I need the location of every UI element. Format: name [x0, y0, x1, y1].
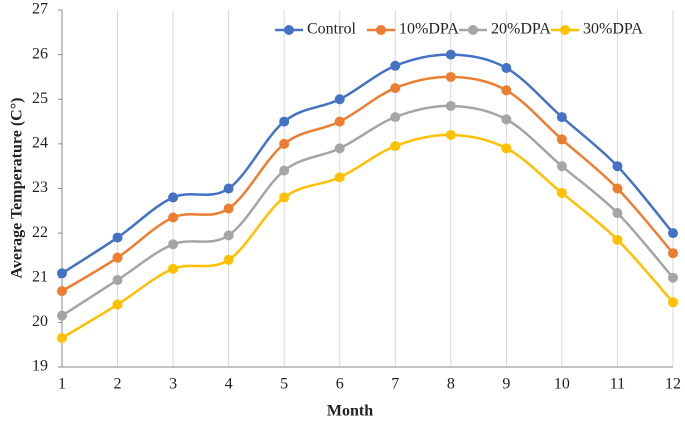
x-tick-label: 3	[169, 376, 177, 393]
point	[334, 172, 345, 183]
point	[112, 232, 123, 243]
point	[556, 134, 567, 145]
point	[57, 310, 67, 321]
point	[168, 239, 179, 250]
point	[668, 228, 678, 239]
x-tick-label: 2	[114, 376, 122, 393]
point	[279, 192, 290, 203]
point	[501, 114, 512, 125]
point	[168, 212, 179, 223]
point	[112, 299, 123, 310]
point	[556, 112, 567, 123]
legend-marker	[468, 25, 478, 35]
point	[668, 297, 678, 308]
point	[390, 141, 401, 152]
y-tick-label: 27	[32, 1, 48, 18]
point	[57, 268, 67, 279]
x-tick-label: 6	[336, 376, 344, 393]
x-tick-label: 1	[58, 376, 66, 393]
legend-label: 20%DPA	[491, 21, 551, 38]
point	[279, 116, 290, 127]
point	[223, 183, 234, 194]
point	[445, 71, 456, 82]
y-tick-label: 22	[32, 224, 48, 241]
point	[223, 254, 234, 265]
x-tick-label: 12	[665, 376, 681, 393]
series-line	[61, 133, 674, 340]
point	[390, 83, 401, 94]
y-tick-label: 26	[32, 45, 48, 62]
point	[334, 94, 345, 105]
legend-marker	[560, 25, 570, 35]
point	[223, 203, 234, 214]
y-tick-label: 25	[32, 90, 48, 107]
y-tick-label: 21	[32, 268, 48, 285]
point	[223, 230, 234, 241]
point	[612, 208, 623, 219]
point	[445, 129, 456, 140]
legend-label: 10%DPA	[399, 21, 459, 38]
y-tick-label: 19	[32, 358, 48, 375]
x-tick-label: 11	[610, 376, 625, 393]
point	[668, 248, 678, 259]
legend-label: Control	[307, 21, 356, 38]
point	[612, 183, 623, 194]
y-axis-label: Average Temperature (C°)	[9, 98, 26, 279]
point	[668, 272, 678, 283]
x-tick-label: 4	[225, 376, 233, 393]
point	[501, 143, 512, 154]
x-tick-label: 5	[280, 376, 288, 393]
x-tick-label: 10	[554, 376, 570, 393]
point	[112, 274, 123, 285]
point	[501, 85, 512, 96]
series-line	[61, 104, 674, 317]
legend-label: 30%DPA	[583, 21, 643, 38]
y-tick-label: 20	[32, 313, 48, 330]
point	[556, 187, 567, 198]
x-tick-label: 7	[391, 376, 399, 393]
point	[334, 116, 345, 127]
point	[57, 286, 67, 297]
legend-marker	[376, 25, 386, 35]
point	[445, 49, 456, 60]
point	[279, 165, 290, 176]
x-axis-label: Month	[327, 403, 373, 420]
point	[445, 100, 456, 111]
point	[334, 143, 345, 154]
point	[390, 112, 401, 123]
y-tick-label: 23	[32, 179, 48, 196]
series-line	[61, 53, 674, 275]
point	[168, 192, 179, 203]
point	[279, 138, 290, 149]
point	[168, 263, 179, 274]
point	[612, 161, 623, 172]
point	[390, 60, 401, 71]
y-tick-label: 24	[32, 135, 48, 152]
point	[612, 234, 623, 245]
series-line	[61, 75, 674, 293]
legend-marker	[284, 25, 294, 35]
x-tick-label: 9	[502, 376, 510, 393]
x-tick-label: 8	[447, 376, 455, 393]
point	[112, 252, 123, 263]
point	[501, 63, 512, 74]
point	[556, 161, 567, 172]
point	[57, 332, 67, 343]
